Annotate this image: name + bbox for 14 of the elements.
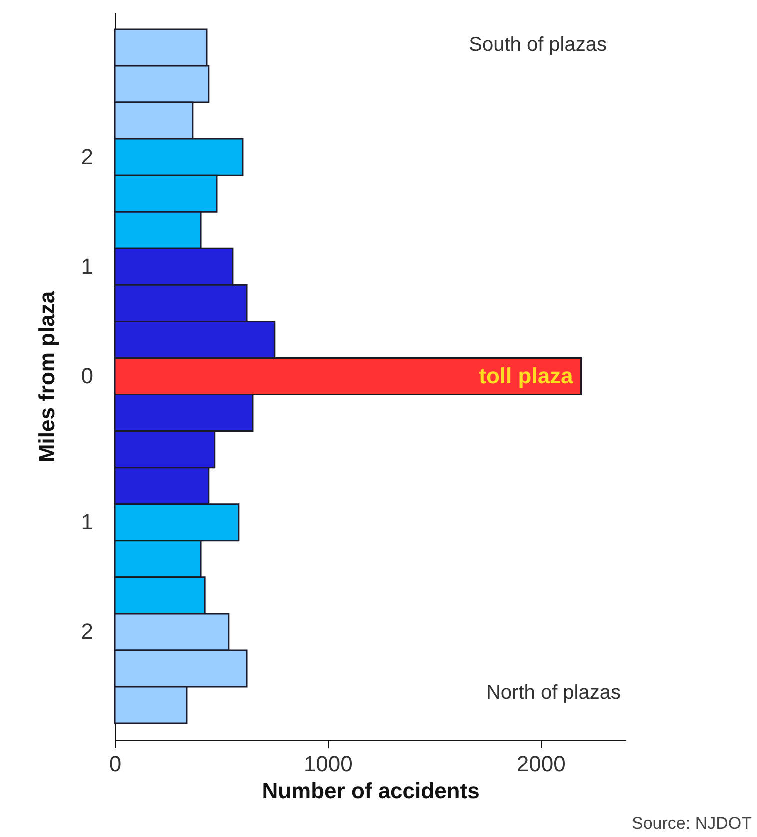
y-tick-label: 1 (81, 254, 94, 279)
annotation: toll plaza (479, 364, 574, 388)
annotation: North of plazas (486, 682, 621, 704)
x-tick-label: 1000 (304, 752, 353, 776)
y-tick-label: 2 (81, 619, 94, 644)
y-tick-label: 2 (81, 144, 94, 170)
y-tick-label: 1 (81, 510, 94, 535)
y-axis-title: Miles from plaza (34, 290, 60, 463)
annotation: South of plazas (469, 34, 607, 56)
x-tick-label: 0 (109, 752, 122, 776)
y-tick-label: 0 (81, 364, 94, 388)
source-note: Source: NJDOT (632, 814, 752, 833)
x-tick-label: 2000 (516, 752, 566, 776)
x-axis-title: Number of accidents (262, 778, 480, 804)
